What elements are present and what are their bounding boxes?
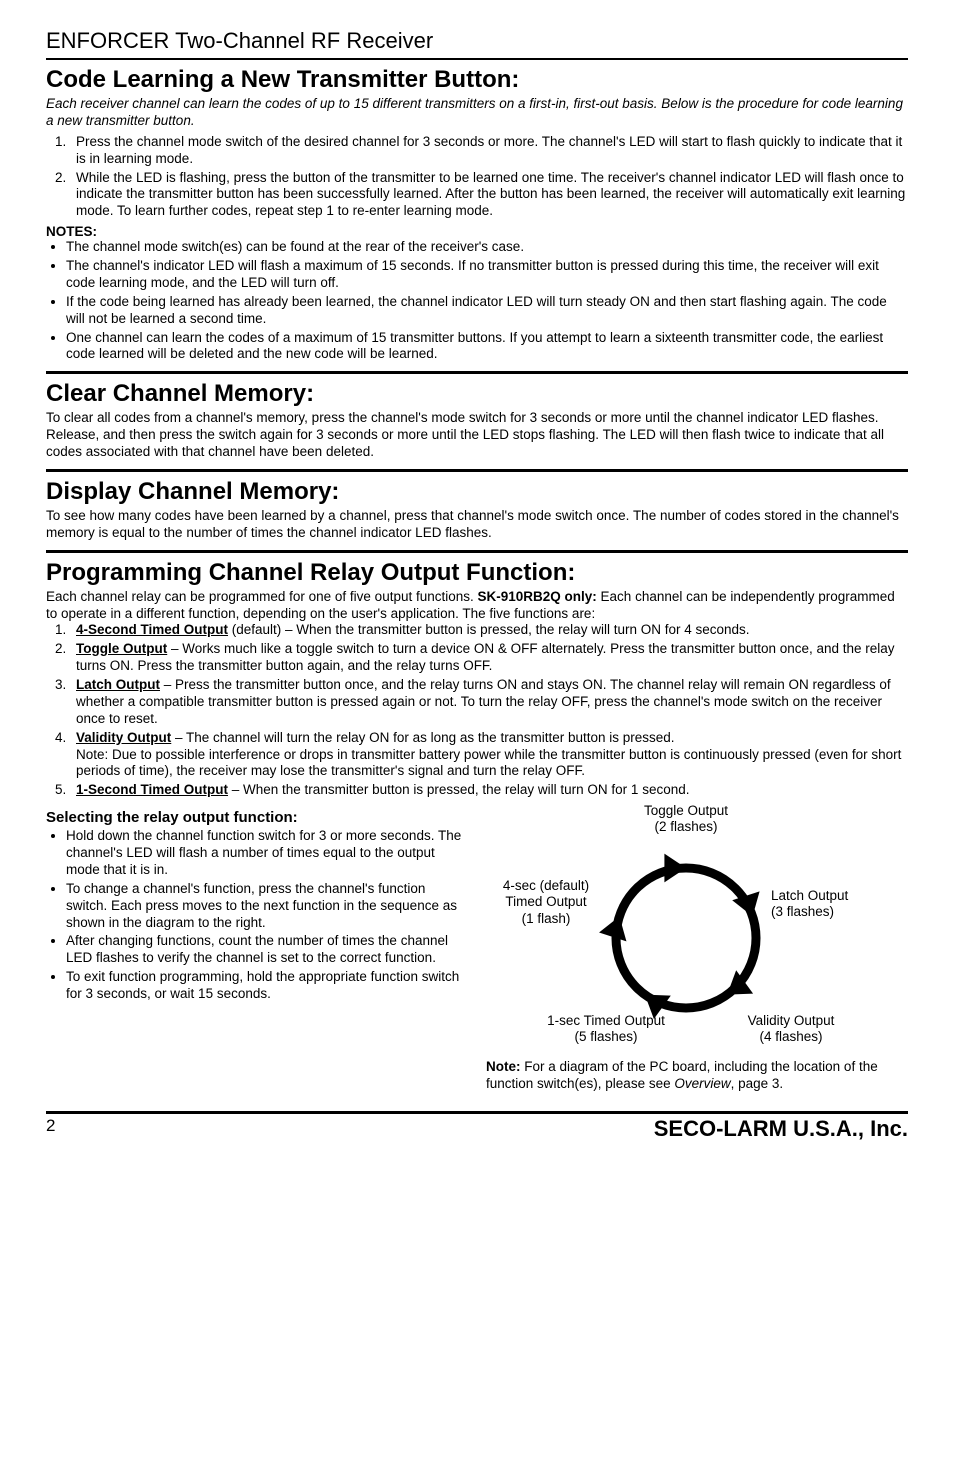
note-item: One channel can learn the codes of a max… bbox=[66, 330, 908, 364]
diagram-label-line: (1 flash) bbox=[522, 911, 571, 926]
diagram-label-left: 4-sec (default) Timed Output (1 flash) bbox=[486, 878, 606, 927]
diagram-label-bottom-left: 1-sec Timed Output (5 flashes) bbox=[526, 1013, 686, 1045]
diagram-label-line: Latch Output bbox=[771, 888, 848, 903]
divider bbox=[46, 371, 908, 374]
diagram-note: Note: For a diagram of the PC board, inc… bbox=[486, 1059, 908, 1093]
diagram-note-ital: Overview bbox=[674, 1076, 730, 1091]
diagram-label-line: Toggle Output bbox=[644, 803, 728, 818]
diagram-label-line: Validity Output bbox=[748, 1013, 835, 1028]
diagram-label-bottom-right: Validity Output (4 flashes) bbox=[726, 1013, 856, 1045]
function-name: Latch Output bbox=[76, 677, 160, 692]
diagram-label-line: 1-sec Timed Output bbox=[547, 1013, 665, 1028]
notes-heading: NOTES: bbox=[46, 224, 908, 239]
programming-functions-list: 4-Second Timed Output (default) – When t… bbox=[46, 622, 908, 799]
note-item: The channel's indicator LED will flash a… bbox=[66, 258, 908, 292]
function-extra: Note: Due to possible interference or dr… bbox=[76, 747, 901, 779]
diagram-note-post: , page 3. bbox=[731, 1076, 784, 1091]
diagram-label-line: 4-sec (default) bbox=[503, 878, 589, 893]
function-item: 1-Second Timed Output – When the transmi… bbox=[70, 782, 908, 799]
section-title-display: Display Channel Memory: bbox=[46, 478, 908, 506]
function-item: Toggle Output – Works much like a toggle… bbox=[70, 641, 908, 675]
selecting-heading: Selecting the relay output function: bbox=[46, 809, 466, 826]
selecting-item: To exit function programming, hold the a… bbox=[66, 969, 466, 1003]
doc-header: ENFORCER Two-Channel RF Receiver bbox=[46, 28, 908, 60]
programming-intro-bold: SK-910RB2Q only: bbox=[478, 589, 597, 604]
divider bbox=[46, 469, 908, 472]
function-item: 4-Second Timed Output (default) – When t… bbox=[70, 622, 908, 639]
divider bbox=[46, 550, 908, 553]
function-rest: – Works much like a toggle switch to tur… bbox=[76, 641, 895, 673]
diagram-label-top: Toggle Output (2 flashes) bbox=[626, 803, 746, 835]
diagram-label-line: (3 flashes) bbox=[771, 904, 834, 919]
function-rest: – The channel will turn the relay ON for… bbox=[171, 730, 674, 745]
function-item: Validity Output – The channel will turn … bbox=[70, 730, 908, 781]
diagram-note-label: Note: bbox=[486, 1059, 521, 1074]
function-name: 4-Second Timed Output bbox=[76, 622, 228, 637]
page-footer: 2 SECO-LARM U.S.A., Inc. bbox=[46, 1111, 908, 1142]
code-learning-intro: Each receiver channel can learn the code… bbox=[46, 96, 908, 130]
section-title-code-learning: Code Learning a New Transmitter Button: bbox=[46, 66, 908, 94]
company-name: SECO-LARM U.S.A., Inc. bbox=[654, 1116, 908, 1142]
selecting-item: To change a channel's function, press th… bbox=[66, 881, 466, 932]
function-rest: – Press the transmitter button once, and… bbox=[76, 677, 891, 726]
note-item: The channel mode switch(es) can be found… bbox=[66, 239, 908, 256]
function-rest: (default) – When the transmitter button … bbox=[228, 622, 749, 637]
function-item: Latch Output – Press the transmitter but… bbox=[70, 677, 908, 728]
diagram-label-line: (4 flashes) bbox=[759, 1029, 822, 1044]
section-title-clear: Clear Channel Memory: bbox=[46, 380, 908, 408]
selecting-bullets: Hold down the channel function switch fo… bbox=[46, 828, 466, 1003]
section-title-programming: Programming Channel Relay Output Functio… bbox=[46, 559, 908, 587]
programming-intro: Each channel relay can be programmed for… bbox=[46, 589, 908, 623]
diagram-label-right: Latch Output (3 flashes) bbox=[771, 888, 881, 920]
function-name: 1-Second Timed Output bbox=[76, 782, 228, 797]
note-item: If the code being learned has already be… bbox=[66, 294, 908, 328]
code-learning-steps: Press the channel mode switch of the des… bbox=[46, 134, 908, 220]
function-name: Toggle Output bbox=[76, 641, 167, 656]
page-number: 2 bbox=[46, 1116, 55, 1136]
cycle-diagram: Toggle Output (2 flashes) Latch Output (… bbox=[486, 803, 908, 1053]
clear-body: To clear all codes from a channel's memo… bbox=[46, 410, 908, 461]
diagram-label-line: (5 flashes) bbox=[574, 1029, 637, 1044]
code-learning-step: While the LED is flashing, press the but… bbox=[70, 170, 908, 221]
selecting-item: Hold down the channel function switch fo… bbox=[66, 828, 466, 879]
programming-intro-pre: Each channel relay can be programmed for… bbox=[46, 589, 478, 604]
display-body: To see how many codes have been learned … bbox=[46, 508, 908, 542]
function-rest: – When the transmitter button is pressed… bbox=[228, 782, 689, 797]
selecting-item: After changing functions, count the numb… bbox=[66, 933, 466, 967]
function-name: Validity Output bbox=[76, 730, 171, 745]
code-learning-notes: The channel mode switch(es) can be found… bbox=[46, 239, 908, 363]
diagram-label-line: (2 flashes) bbox=[654, 819, 717, 834]
code-learning-step: Press the channel mode switch of the des… bbox=[70, 134, 908, 168]
diagram-label-line: Timed Output bbox=[505, 894, 586, 909]
